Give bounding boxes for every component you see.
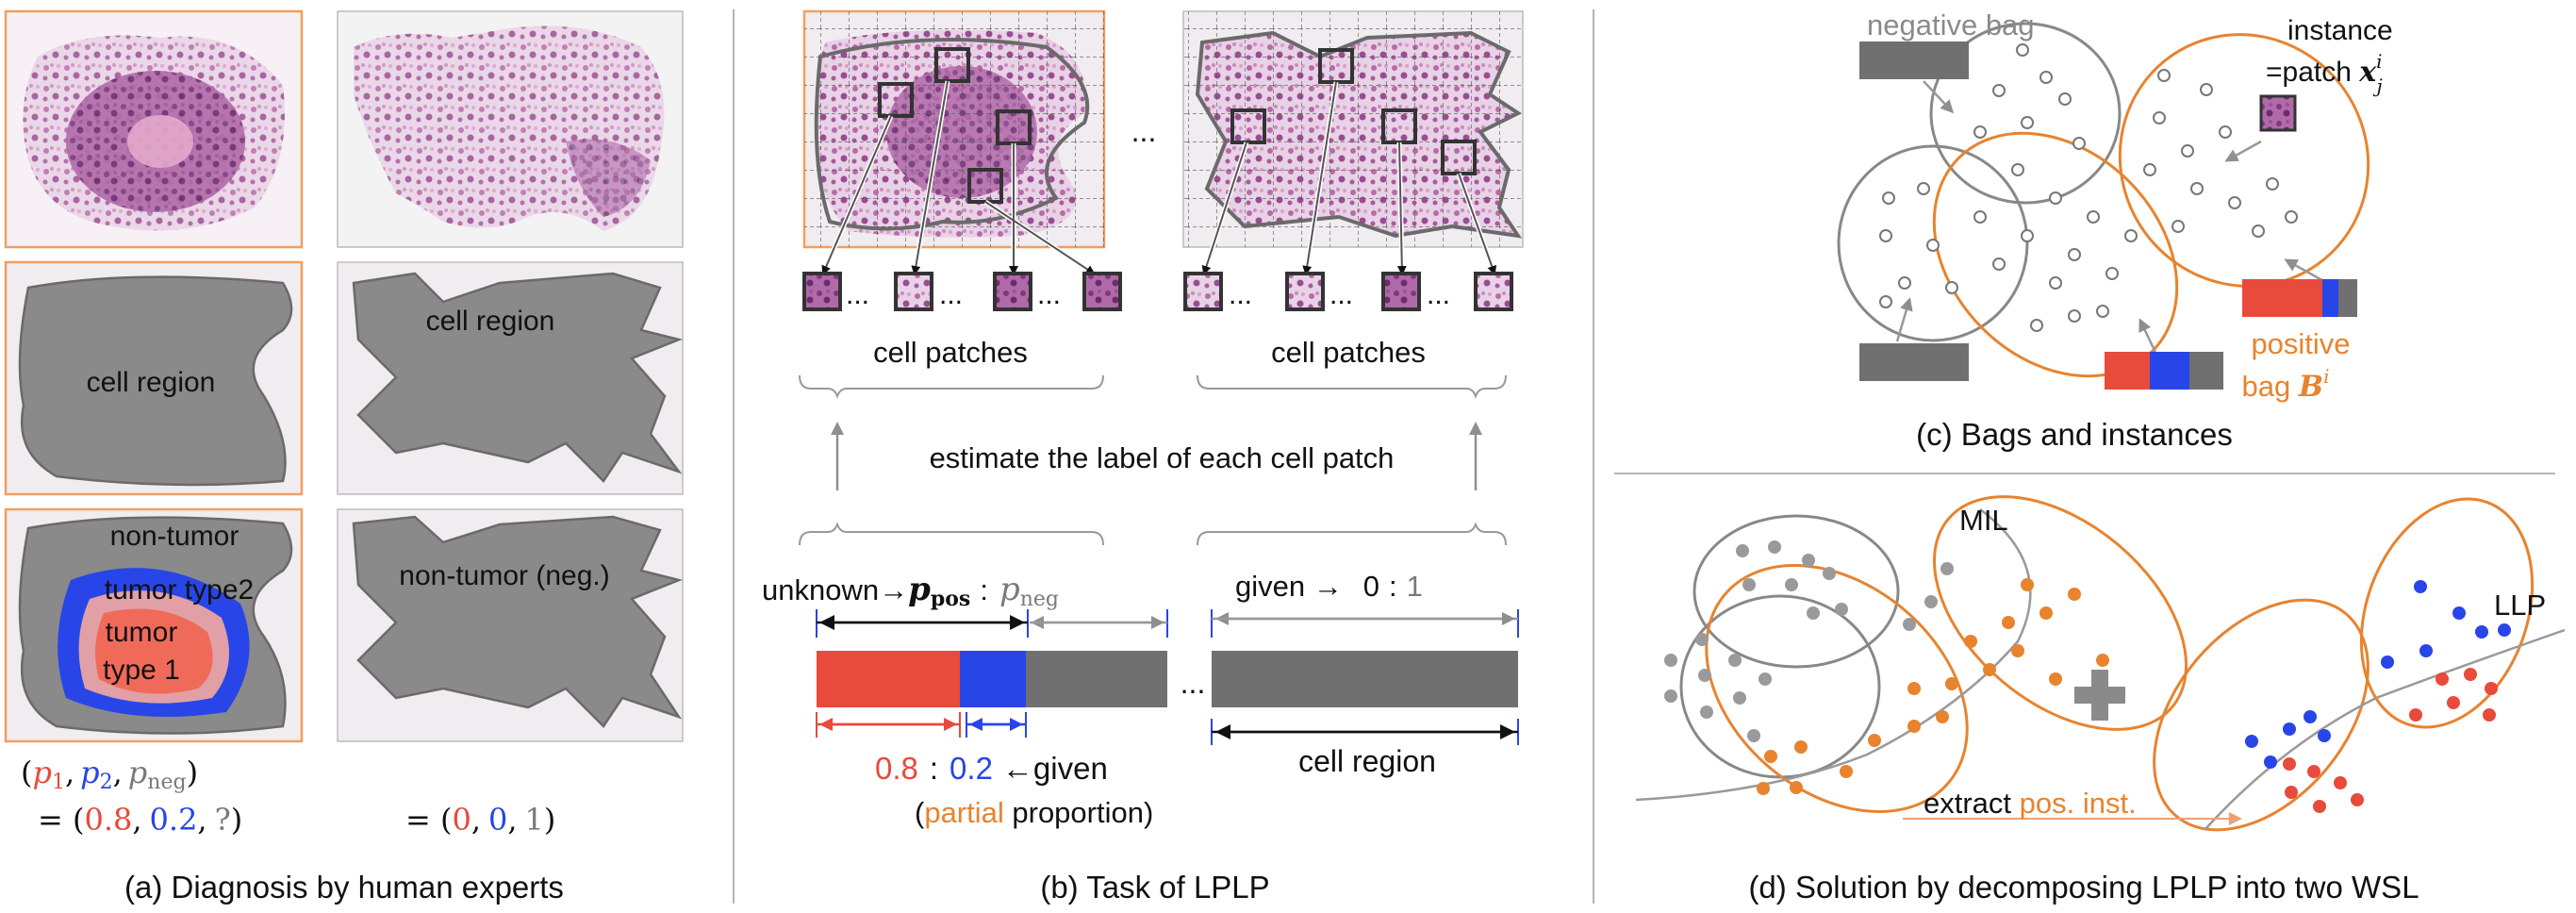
plus-icon — [2074, 670, 2125, 721]
patch-row-positive: ... ... ... — [802, 272, 1122, 311]
panel-c: negative bag instance =patch xi j positiv… — [1837, 8, 2393, 452]
llp-label: LLP — [2494, 589, 2546, 622]
slide-b-positive — [802, 9, 1106, 249]
non-tumor-neg-label: non-tumor (neg.) — [399, 560, 609, 591]
patch-label: =patch xi j — [2266, 50, 2383, 97]
positive-bag-bar-1 — [2242, 279, 2357, 317]
extract-label: extract pos. inst. — [1924, 787, 2137, 820]
type1-label: type 1 — [103, 655, 180, 686]
slide-a1-negative — [337, 10, 684, 248]
slide-a2-negative: cell region — [337, 261, 684, 495]
proportion-vector: (p1, p2, pneg) — [21, 755, 198, 794]
given-proportion-label: given → 0:1 — [1235, 570, 1423, 603]
svg-text:...: ... — [1329, 279, 1353, 310]
cell-region-shape-2 — [352, 272, 684, 483]
panel-d: MIL LLP extract pos. inst. (d) Solution … — [1635, 495, 2566, 905]
slide-a2-positive: cell region — [4, 260, 304, 496]
patch-arrows — [821, 80, 1497, 275]
negative-bag-ellipse-2 — [1837, 144, 2029, 342]
slides-ellipsis: ... — [1131, 114, 1157, 148]
proportion-bar-negative — [1212, 651, 1518, 707]
instance-label: instance — [2287, 15, 2393, 46]
slide-a1-positive — [4, 9, 304, 249]
svg-text:...: ... — [1427, 279, 1450, 310]
svg-text:...: ... — [1037, 279, 1061, 310]
positive-bag-ellipse-2 — [1932, 131, 2179, 378]
bars-ellipsis: ... — [1181, 666, 1206, 700]
slide-b-negative — [1182, 10, 1524, 248]
cell-region-shape — [18, 275, 293, 487]
mil-positive-instances — [1757, 578, 2109, 795]
svg-text:...: ... — [846, 279, 869, 310]
cell-region-label-2: cell region — [426, 306, 555, 337]
llp-blue-instances — [2245, 580, 2511, 769]
proportion-values-positive: = (0.8, 0.2,?) — [38, 802, 242, 838]
negative-bag-bar-2 — [1859, 343, 1969, 381]
positive-bag-label: bag Bi — [2242, 365, 2330, 404]
cell-region-label: cell region — [87, 367, 216, 398]
tumor-type2-label: tumor type2 — [105, 574, 254, 606]
svg-text:...: ... — [939, 279, 963, 310]
range-arrows-top — [816, 609, 1519, 638]
cell-patches-label-1: cell patches — [873, 336, 1028, 369]
non-tumor-label: non-tumor — [110, 521, 239, 552]
llp-red-instances — [2283, 668, 2498, 813]
tumor-type1-region — [95, 608, 213, 694]
proportion-bar-positive — [817, 651, 1167, 707]
caption-d: (d) Solution by decomposing LPLP into tw… — [1748, 870, 2419, 905]
cell-patches-label-2: cell patches — [1271, 336, 1426, 369]
caption-a: (a) Diagnosis by human experts — [124, 870, 564, 905]
negative-bag-ellipse-1 — [1929, 22, 2122, 205]
mil-negative-instances — [1664, 540, 1954, 742]
slide-a3-negative: non-tumor (neg.) — [337, 508, 684, 742]
tumor-label: tumor — [106, 617, 178, 648]
positive-bag-bar-2 — [2105, 352, 2223, 390]
cell-region-bar-label: cell region — [1298, 744, 1436, 778]
mil-label: MIL — [1959, 504, 2008, 537]
caption-c: (c) Bags and instances — [1916, 417, 2233, 452]
braces — [799, 374, 1507, 546]
negative-bag-label: negative bag — [1867, 8, 2035, 42]
proportion-values-negative: = (0, 0, 1) — [405, 802, 555, 838]
svg-text:...: ... — [1229, 279, 1252, 310]
range-arrows-bottom — [816, 712, 1519, 745]
given-values-label: 0.8:0.2 ←given — [875, 751, 1108, 786]
panel-b: ... ... ... — [762, 9, 1524, 905]
patch-row-negative: ... ... ... — [1183, 272, 1513, 311]
slide-a3-positive: non-tumor tumor type2 tumor type 1 — [4, 507, 304, 743]
positive-label: positive — [2251, 327, 2350, 360]
instances — [1879, 43, 2298, 332]
negative-bag-bar-1 — [1859, 42, 1969, 79]
partial-proportion-label: (partial proportion) — [915, 796, 1153, 829]
unknown-proportion-label: unknown→ppos: pneg — [762, 571, 1059, 611]
instance-patch — [2259, 94, 2297, 132]
estimate-label: estimate the label of each cell patch — [930, 441, 1395, 474]
panel-a: cell region cell region non-tumor tumor … — [4, 9, 684, 905]
caption-b: (b) Task of LPLP — [1040, 870, 1269, 905]
estimate-arrows — [831, 422, 1482, 490]
positive-bag-ellipse-1 — [2118, 33, 2370, 288]
